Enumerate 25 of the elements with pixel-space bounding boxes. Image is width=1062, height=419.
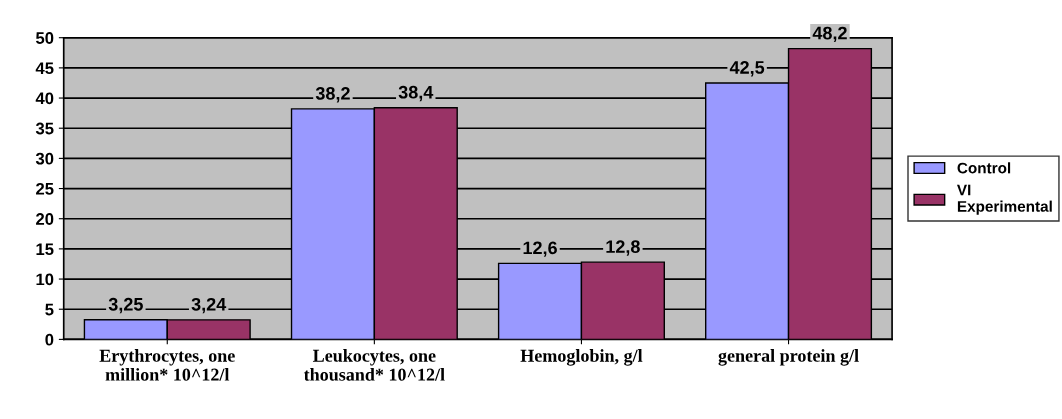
data-label: 12,8 [606,240,640,256]
y-tick-label: 30 [35,152,54,165]
data-label: 3,24 [191,297,227,314]
y-tick-label: 5 [45,303,54,316]
y-tick-label: 15 [36,243,54,256]
x-tick-label: general protein g/l [718,349,859,366]
legend-label: VI Experimental [957,184,1052,215]
data-label: 48,2 [812,26,847,43]
data-label: 42,5 [729,61,765,77]
y-tick-label: 0 [45,333,54,346]
y-tick-label: 50 [35,32,54,44]
y-tick-label: 25 [36,182,54,195]
data-label: 3,25 [108,297,143,314]
x-tick-label: Leukocytes, one thousand* 10^12/l [303,349,445,381]
legend-label: Control [957,162,1011,174]
x-tick-label: Hemoglobin, g/l [520,349,643,366]
data-label: 38,2 [315,87,350,103]
y-tick-label: 40 [35,92,54,105]
data-label: 12,6 [523,241,557,257]
y-tick-label: 35 [35,122,54,135]
data-label: 38,4 [398,85,434,102]
y-tick-label: 20 [36,213,54,225]
y-tick-label: 10 [36,273,54,286]
y-tick-label: 45 [35,62,54,75]
x-tick-label: Erythrocytes, one million* 10^12/l [99,349,235,381]
